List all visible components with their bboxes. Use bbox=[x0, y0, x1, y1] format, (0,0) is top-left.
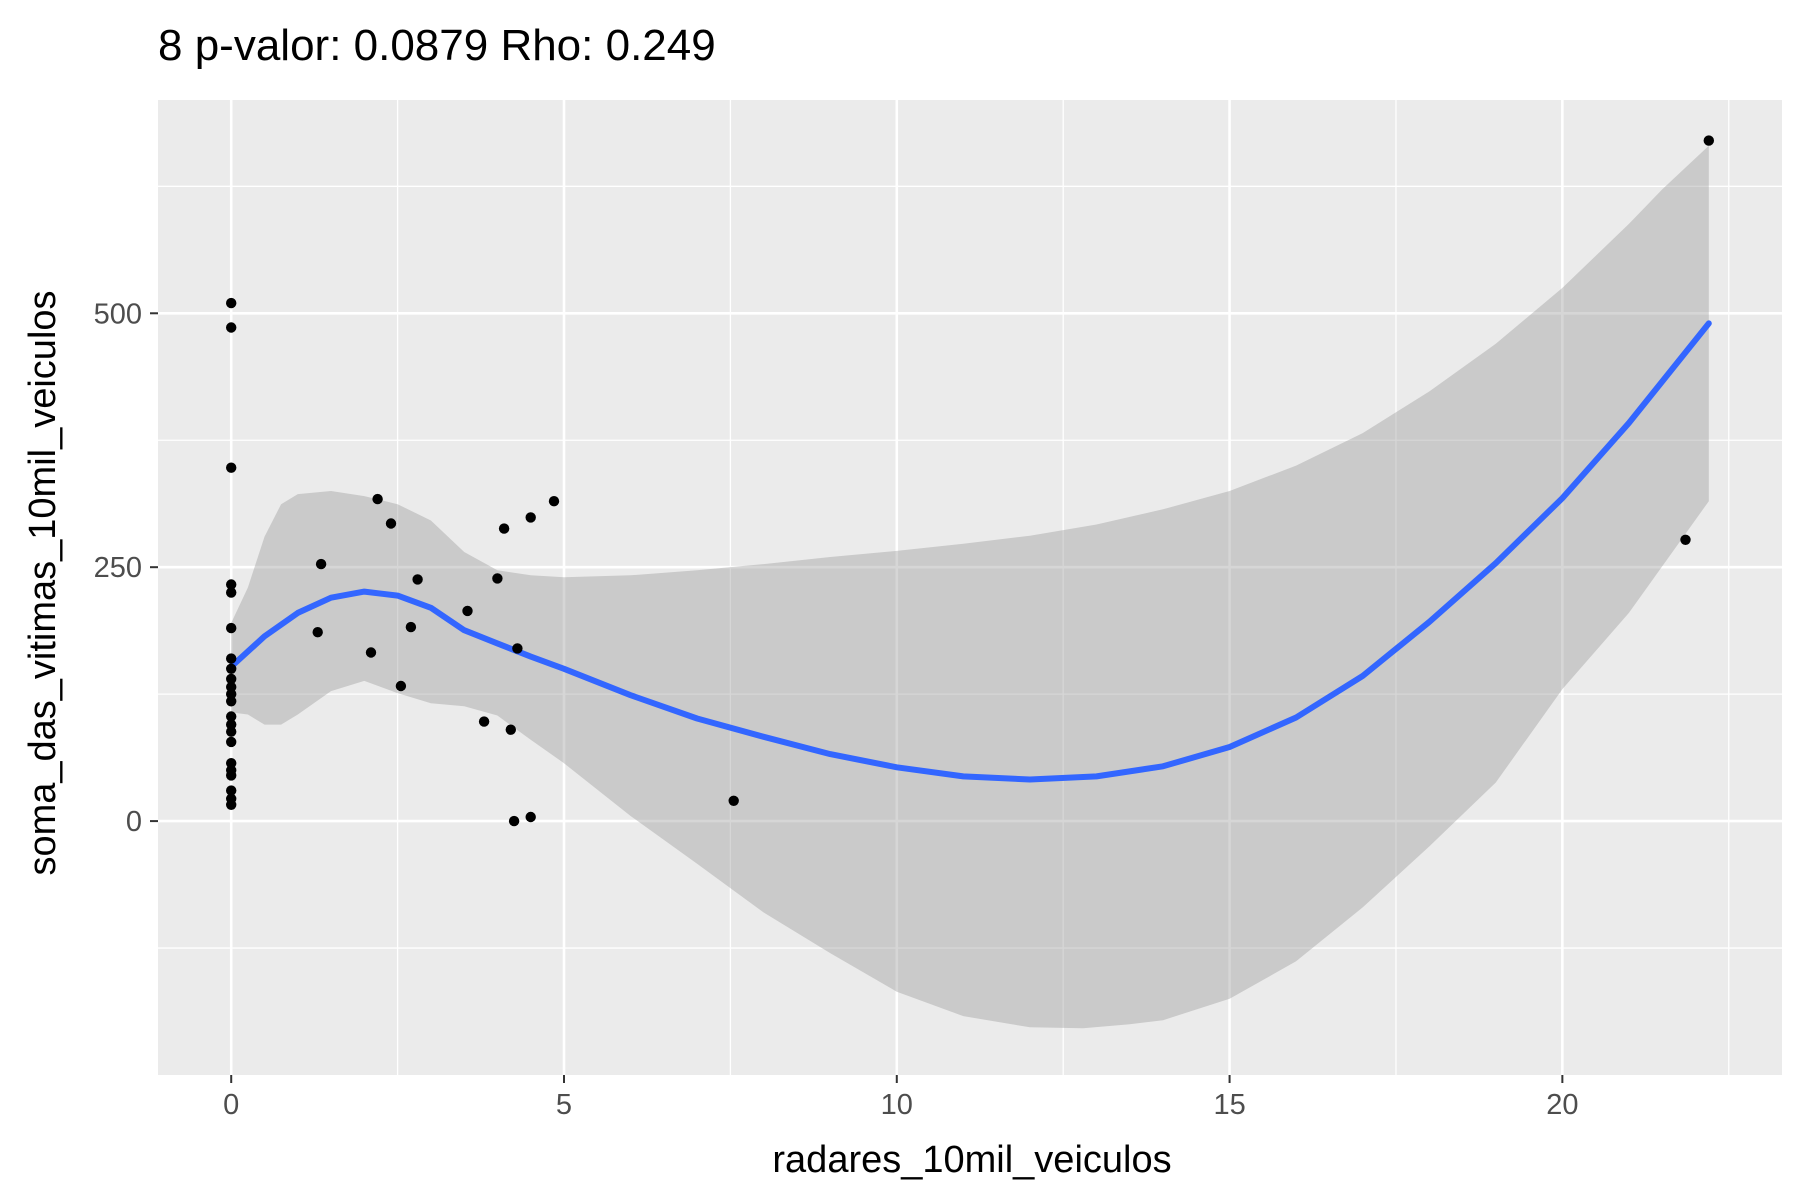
data-point bbox=[1680, 534, 1691, 545]
data-point bbox=[226, 587, 237, 598]
data-point bbox=[462, 605, 473, 617]
confidence-band bbox=[231, 145, 1709, 1029]
data-point bbox=[226, 322, 237, 333]
x-tick-label: 15 bbox=[1213, 1089, 1245, 1121]
data-point bbox=[312, 627, 323, 638]
data-point bbox=[226, 785, 237, 796]
data-point bbox=[525, 512, 536, 523]
x-tick-label: 10 bbox=[881, 1089, 913, 1121]
y-axis-title: soma_das_vitimas_10mil_veiculos bbox=[22, 290, 64, 875]
data-point bbox=[505, 724, 516, 735]
data-point bbox=[498, 523, 510, 534]
data-point bbox=[226, 688, 237, 700]
y-tick-label: 0 bbox=[126, 806, 142, 838]
data-point bbox=[525, 811, 536, 823]
data-point bbox=[226, 799, 237, 810]
data-point bbox=[226, 696, 237, 707]
x-tick-label: 20 bbox=[1546, 1089, 1578, 1121]
confidence-band-layer bbox=[231, 145, 1709, 1029]
data-point bbox=[372, 493, 383, 505]
points-layer bbox=[226, 135, 1715, 827]
data-point bbox=[492, 573, 503, 584]
data-point bbox=[548, 496, 560, 507]
data-point bbox=[512, 643, 523, 654]
smooth-line-layer bbox=[228, 320, 1712, 783]
data-point bbox=[1703, 135, 1715, 146]
plot-panel bbox=[158, 100, 1782, 1075]
y-tick-label: 250 bbox=[94, 552, 142, 584]
data-point bbox=[405, 621, 417, 633]
data-point bbox=[226, 653, 237, 664]
chart-title: 8 p-valor: 0.0879 Rho: 0.249 bbox=[158, 21, 716, 70]
panel-background bbox=[158, 100, 1782, 1075]
data-point bbox=[508, 815, 520, 827]
data-point bbox=[226, 673, 237, 685]
smooth-line bbox=[228, 320, 1712, 783]
data-point bbox=[226, 663, 237, 674]
data-point bbox=[226, 711, 237, 722]
x-tick-label: 0 bbox=[223, 1089, 239, 1121]
data-point bbox=[395, 680, 407, 692]
data-point bbox=[226, 297, 237, 309]
data-point bbox=[226, 736, 237, 748]
data-point bbox=[226, 622, 237, 634]
axes: 0 5 10 15 20 0 250 500 bbox=[94, 298, 1579, 1121]
data-point bbox=[226, 726, 237, 737]
data-point bbox=[728, 795, 739, 806]
data-point bbox=[412, 574, 423, 585]
data-point bbox=[365, 647, 377, 658]
data-point bbox=[226, 462, 237, 473]
data-point bbox=[385, 518, 397, 529]
data-point bbox=[226, 579, 237, 590]
x-axis-title: radares_10mil_veiculos bbox=[772, 1139, 1171, 1181]
data-point bbox=[315, 558, 327, 570]
x-tick-label: 5 bbox=[556, 1089, 572, 1121]
y-tick-label: 500 bbox=[94, 298, 142, 330]
data-point bbox=[226, 770, 237, 781]
data-point bbox=[478, 716, 490, 727]
